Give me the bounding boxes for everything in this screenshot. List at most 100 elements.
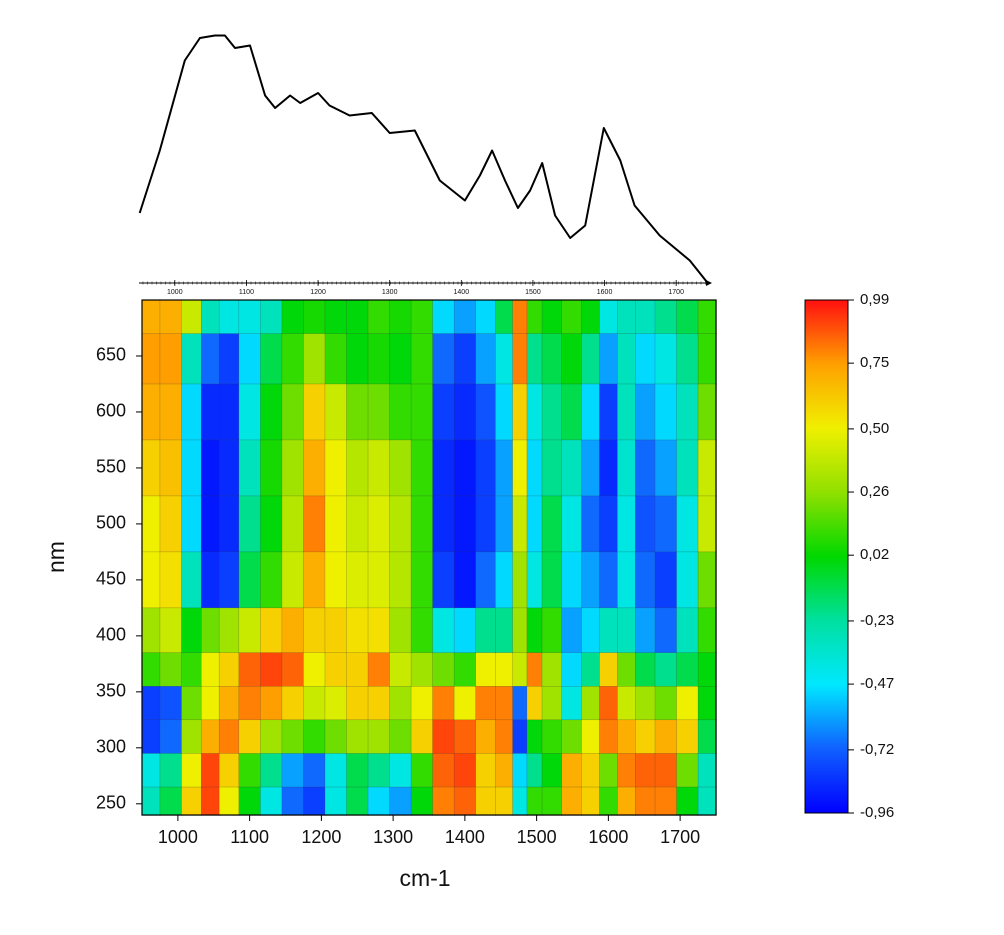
heatmap-cell — [654, 333, 678, 385]
heatmap-cell — [200, 686, 220, 721]
heatmap-cell — [303, 753, 326, 788]
y-tick-label: 400 — [96, 625, 126, 645]
heatmap-cell — [581, 786, 601, 816]
heatmap-cell — [599, 299, 619, 335]
heatmap-cell — [541, 383, 563, 441]
heatmap-cell — [200, 333, 220, 385]
heatmap-cell — [159, 786, 183, 816]
heatmap-cell — [599, 753, 619, 788]
heatmap — [141, 299, 717, 816]
heatmap-cell — [389, 383, 412, 441]
heatmap-cell — [181, 551, 202, 609]
y-tick-label: 650 — [96, 345, 126, 365]
colorbar-tick-label: -0,96 — [860, 804, 894, 821]
colorbar-tick-label: 0,99 — [860, 291, 889, 308]
heatmap-cell — [260, 686, 283, 721]
heatmap-cell — [324, 495, 348, 553]
heatmap-cell — [200, 753, 220, 788]
heatmap-cell — [617, 719, 636, 755]
heatmap-cell — [260, 652, 283, 687]
heatmap-cell — [453, 333, 477, 385]
heatmap-cell — [410, 607, 434, 654]
heatmap-cell — [676, 383, 699, 441]
heatmap-cell — [617, 439, 636, 497]
x-tick-label: 1600 — [597, 289, 613, 296]
heatmap-cell — [697, 686, 717, 721]
heatmap-cell — [141, 686, 161, 721]
heatmap-cell — [389, 551, 412, 609]
x-tick-label: 1500 — [517, 827, 557, 847]
heatmap-cell — [599, 383, 619, 441]
heatmap-cell — [260, 719, 283, 755]
colorbar-tick-label: 0,02 — [860, 546, 889, 563]
heatmap-cell — [526, 333, 543, 385]
heatmap-cell — [697, 383, 717, 441]
heatmap-cell — [432, 719, 455, 755]
heatmap-cell — [410, 333, 434, 385]
heatmap-cell — [159, 607, 183, 654]
heatmap-cell — [389, 719, 412, 755]
heatmap-cell — [617, 333, 636, 385]
heatmap-cell — [654, 551, 678, 609]
heatmap-cell — [599, 786, 619, 816]
heatmap-cell — [526, 551, 543, 609]
heatmap-cell — [218, 495, 240, 553]
heatmap-cell — [303, 652, 326, 687]
heatmap-cell — [635, 333, 656, 385]
heatmap-cell — [367, 551, 391, 609]
heatmap-cell — [541, 495, 563, 553]
heatmap-cell — [617, 686, 636, 721]
heatmap-cell — [324, 299, 348, 335]
heatmap-cell — [260, 333, 283, 385]
heatmap-cell — [432, 652, 455, 687]
heatmap-cell — [526, 753, 543, 788]
heatmap-cell — [475, 299, 497, 335]
heatmap-cell — [367, 607, 391, 654]
y-tick-label: 300 — [96, 737, 126, 757]
y-axis-label: nm — [43, 541, 69, 573]
heatmap-cell — [281, 299, 305, 335]
heatmap-cell — [346, 686, 369, 721]
heatmap-cell — [260, 495, 283, 553]
heatmap-cell — [303, 551, 326, 609]
heatmap-cell — [389, 786, 412, 816]
heatmap-cell — [512, 786, 528, 816]
spectrum-line — [138, 34, 709, 284]
y-tick-label: 550 — [96, 457, 126, 477]
heatmap-cell — [218, 652, 240, 687]
heatmap-cell — [218, 786, 240, 816]
heatmap-cell — [200, 607, 220, 654]
heatmap-cell — [453, 652, 477, 687]
heatmap-cell — [260, 299, 283, 335]
heatmap-cell — [654, 753, 678, 788]
heatmap-cell — [159, 439, 183, 497]
heatmap-cell — [238, 719, 262, 755]
heatmap-cell — [495, 607, 514, 654]
heatmap-cell — [475, 551, 497, 609]
heatmap-cell — [367, 652, 391, 687]
heatmap-cell — [238, 551, 262, 609]
heatmap-cell — [389, 686, 412, 721]
heatmap-cell — [432, 607, 455, 654]
heatmap-cell — [303, 383, 326, 441]
heatmap-cell — [581, 652, 601, 687]
heatmap-cell — [617, 652, 636, 687]
heatmap-cell — [218, 383, 240, 441]
heatmap-cell — [453, 439, 477, 497]
heatmap-cell — [367, 299, 391, 335]
heatmap-cell — [218, 551, 240, 609]
colorbar-tick-label: -0,23 — [860, 612, 894, 629]
heatmap-cell — [181, 607, 202, 654]
heatmap-cell — [495, 439, 514, 497]
heatmap-cell — [453, 551, 477, 609]
heatmap-cell — [676, 607, 699, 654]
heatmap-cell — [238, 495, 262, 553]
heatmap-cell — [541, 753, 563, 788]
heatmap-cell — [475, 652, 497, 687]
heatmap-cell — [181, 333, 202, 385]
heatmap-cell — [561, 551, 583, 609]
heatmap-cell — [599, 333, 619, 385]
heatmap-cell — [676, 652, 699, 687]
heatmap-cell — [141, 383, 161, 441]
